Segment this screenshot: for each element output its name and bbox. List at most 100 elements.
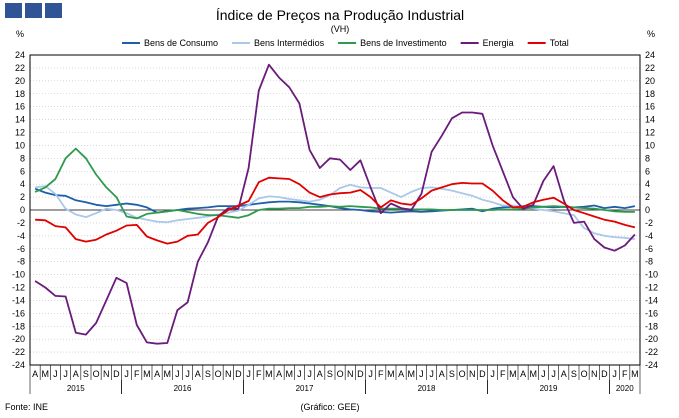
legend-label: Total: [550, 38, 569, 48]
y-tick-label: -4: [17, 231, 25, 241]
x-month-label: A: [32, 369, 38, 379]
x-month-label: J: [541, 369, 546, 379]
y-tick-label: 22: [645, 63, 655, 73]
chart-subtitle: (VH): [331, 24, 350, 34]
x-month-label: O: [93, 369, 100, 379]
x-month-label: A: [276, 369, 282, 379]
x-month-label: J: [551, 369, 556, 379]
legend-label: Bens Intermédios: [254, 38, 325, 48]
y-tick-label: -24: [12, 360, 25, 370]
x-month-label: M: [42, 369, 50, 379]
x-month-label: S: [327, 369, 333, 379]
x-month-label: A: [195, 369, 201, 379]
x-month-label: J: [297, 369, 302, 379]
chart-title: Índice de Preços na Produção Industrial: [216, 7, 464, 23]
x-month-label: J: [185, 369, 190, 379]
y-tick-label: -22: [12, 347, 25, 357]
y-tick-label: -10: [12, 270, 25, 280]
x-month-label: M: [286, 369, 294, 379]
x-month-label: M: [164, 369, 172, 379]
x-month-label: O: [581, 369, 588, 379]
x-month-label: J: [124, 369, 129, 379]
x-year-label: 2020: [616, 384, 634, 393]
x-month-label: J: [368, 369, 373, 379]
y-tick-label: 6: [645, 166, 650, 176]
x-month-label: M: [509, 369, 517, 379]
y-tick-label: -12: [645, 283, 658, 293]
x-year-label: 2019: [540, 384, 558, 393]
x-month-label: J: [490, 369, 495, 379]
y-tick-label: 12: [15, 128, 25, 138]
y-tick-label: 2: [645, 192, 650, 202]
y-tick-label: 2: [20, 192, 25, 202]
y-tick-label: -24: [645, 360, 658, 370]
x-month-label: A: [439, 369, 445, 379]
x-month-label: A: [398, 369, 404, 379]
y-tick-label: 0: [20, 205, 25, 215]
y-tick-label: 0: [645, 205, 650, 215]
plot-frame: [29, 54, 641, 366]
x-month-label: J: [246, 369, 251, 379]
y-tick-label: -16: [645, 308, 658, 318]
series-line-bens-de-investimento: [34, 147, 635, 220]
y-tick-label: -8: [645, 257, 653, 267]
y-tick-label: 22: [15, 63, 25, 73]
x-month-label: D: [601, 369, 608, 379]
legend-label: Bens de Investimento: [360, 38, 447, 48]
x-month-label: J: [53, 369, 58, 379]
logo-block: [45, 3, 62, 18]
right-axis-unit: %: [647, 29, 655, 39]
x-month-label: A: [154, 369, 160, 379]
y-tick-label: 10: [645, 140, 655, 150]
y-tick-label: -4: [645, 231, 653, 241]
credit-note: (Gráfico: GEE): [300, 402, 359, 412]
x-month-label: D: [113, 369, 120, 379]
y-tick-label: 10: [15, 140, 25, 150]
y-tick-label: 24: [645, 50, 655, 60]
series-line-total: [35, 176, 636, 245]
legend-label: Bens de Consumo: [144, 38, 218, 48]
y-tick-label: -12: [12, 283, 25, 293]
x-month-label: S: [205, 369, 211, 379]
logo-block: [25, 3, 42, 18]
y-tick-label: 18: [645, 89, 655, 99]
x-month-label: N: [469, 369, 476, 379]
x-month-label: N: [225, 369, 232, 379]
y-tick-label: 14: [15, 115, 25, 125]
y-tick-label: -6: [645, 244, 653, 254]
logo: [5, 3, 62, 18]
x-month-label: J: [612, 369, 617, 379]
x-month-label: A: [317, 369, 323, 379]
y-axis-right: -24-22-20-18-16-14-12-10-8-6-4-202468101…: [645, 50, 658, 370]
x-month-label: S: [449, 369, 455, 379]
x-month-label: O: [215, 369, 222, 379]
y-tick-label: 4: [645, 179, 650, 189]
x-month-label: J: [429, 369, 434, 379]
y-tick-label: -20: [645, 334, 658, 344]
y-tick-label: 14: [645, 115, 655, 125]
y-tick-label: 18: [15, 89, 25, 99]
x-month-label: F: [500, 369, 506, 379]
y-axis-left: -24-22-20-18-16-14-12-10-8-6-4-202468101…: [12, 50, 25, 370]
x-month-label: S: [83, 369, 89, 379]
y-tick-label: 8: [20, 153, 25, 163]
y-tick-label: -14: [645, 295, 658, 305]
x-month-label: S: [571, 369, 577, 379]
legend-label: Energia: [483, 38, 514, 48]
x-month-label: F: [622, 369, 628, 379]
x-month-label: M: [408, 369, 416, 379]
x-month-label: D: [479, 369, 486, 379]
y-tick-label: 24: [15, 50, 25, 60]
y-tick-label: -20: [12, 334, 25, 344]
logo-block: [5, 3, 22, 18]
y-tick-label: -14: [12, 295, 25, 305]
y-tick-label: 6: [20, 166, 25, 176]
x-month-label: M: [530, 369, 538, 379]
x-month-label: O: [459, 369, 466, 379]
y-tick-label: 16: [645, 102, 655, 112]
x-month-label: O: [337, 369, 344, 379]
y-tick-label: 12: [645, 128, 655, 138]
x-month-label: J: [419, 369, 424, 379]
chart-legend: Bens de Consumo Bens Intermédios Bens de I…: [122, 38, 569, 48]
